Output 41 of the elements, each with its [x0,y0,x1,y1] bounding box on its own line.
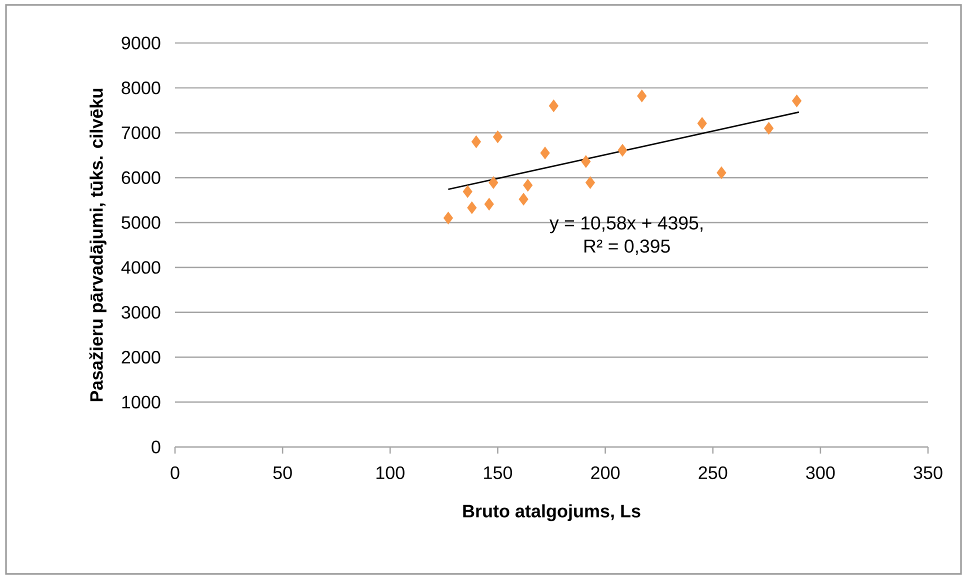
point [518,192,528,206]
point [471,135,481,148]
point [764,122,774,135]
point [443,212,454,224]
point [548,100,558,112]
x-tick-label: 300 [806,466,835,480]
x-tick-label: 250 [698,466,728,480]
x-tick-label: 50 [273,466,292,480]
x-tick-label: 0 [170,466,180,480]
x-tick-label: 200 [591,466,620,480]
point [792,94,802,108]
y-tick-label: 2000 [122,350,160,364]
y-tick-label: 1000 [122,396,160,408]
y-tick-label: 0 [152,440,160,454]
y-tick-label: 5000 [122,216,160,229]
y-tick-label: 4000 [121,261,160,274]
y-tick-label: 7000 [122,126,160,140]
y-tick-label: 9000 [122,36,160,50]
y-tick-label: 8000 [122,82,160,94]
point [488,176,498,189]
point [462,185,472,198]
point [581,155,591,168]
y-tick-label: 3000 [122,306,160,319]
point [484,198,494,210]
point [697,117,707,130]
annotation: R² = 0,395 [584,240,670,255]
point [523,179,533,192]
point [637,90,647,102]
x-tick-label: 150 [484,466,512,480]
point [540,146,550,160]
point [585,176,596,189]
point [492,130,502,144]
x-tick-label: 100 [376,466,404,480]
annotation: y = 10,58x + 4395, [550,216,702,234]
y-axis-title: Pasažieru pārvadājumi, tūks. cilvēku [89,88,106,402]
x-tick-label: 350 [914,466,942,480]
point [618,144,628,157]
point [716,166,726,179]
x-axis-title: Bruto atalgojums, Ls [463,504,640,522]
y-tick-label: 6000 [122,171,160,184]
point [467,201,477,214]
